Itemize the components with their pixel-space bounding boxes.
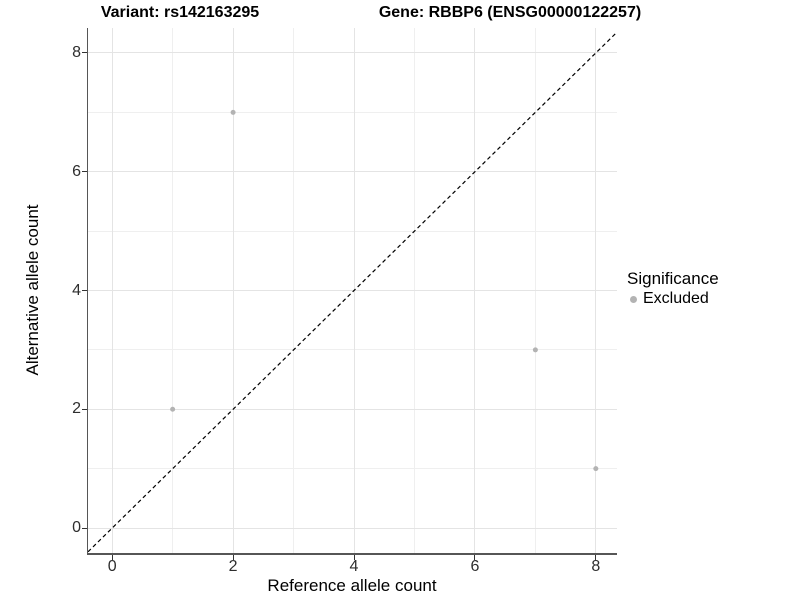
data-point	[230, 109, 236, 115]
legend-item-excluded: Excluded	[627, 290, 719, 308]
plot-canvas	[87, 31, 618, 553]
x-tick-label: 6	[470, 558, 480, 575]
data-point	[532, 347, 538, 353]
y-major-gridline	[88, 290, 617, 291]
legend: Significance Excluded	[627, 269, 719, 308]
y-minor-gridline	[88, 349, 617, 351]
identity-dashed-line	[87, 31, 618, 553]
y-tick-label: 2	[72, 400, 81, 418]
y-axis-tick	[81, 408, 87, 410]
y-minor-gridline	[88, 111, 617, 113]
x-tick-label: 2	[228, 558, 238, 575]
x-axis-tick	[232, 554, 234, 560]
x-axis-title: Reference allele count	[267, 576, 437, 595]
data-point	[593, 466, 599, 472]
y-minor-gridline	[88, 468, 617, 470]
y-minor-gridline	[88, 230, 617, 232]
y-major-gridline	[88, 52, 617, 54]
data-point	[170, 406, 176, 412]
y-axis-tick	[81, 52, 87, 54]
y-tick-label: 4	[72, 281, 81, 299]
x-tick-label: 8	[591, 558, 601, 575]
x-axis-tick	[595, 554, 597, 560]
y-major-gridline	[88, 527, 617, 529]
y-major-gridline	[88, 171, 617, 173]
plot-title-variant: Variant: rs142163295	[100, 4, 260, 21]
plot-panel	[87, 28, 618, 553]
y-axis-tick	[81, 290, 87, 291]
y-tick-label: 6	[72, 162, 81, 180]
legend-point-icon	[630, 295, 637, 303]
y-tick-label: 0	[72, 519, 81, 537]
legend-item-label: Excluded	[643, 290, 709, 307]
x-tick-label: 4	[349, 558, 359, 575]
x-axis-tick	[353, 554, 355, 560]
y-major-gridline	[88, 408, 617, 410]
x-axis-tick	[111, 554, 113, 560]
y-axis-tick	[81, 527, 87, 529]
legend-title: Significance	[627, 269, 719, 288]
x-axis-tick	[474, 554, 476, 560]
y-axis-line	[86, 28, 88, 555]
x-axis-line	[86, 553, 617, 555]
x-tick-label: 0	[107, 558, 117, 575]
plot-title-gene: Gene: RBBP6 (ENSG00000122257)	[378, 4, 642, 21]
y-axis-tick	[81, 171, 87, 173]
y-tick-label: 8	[72, 43, 81, 61]
